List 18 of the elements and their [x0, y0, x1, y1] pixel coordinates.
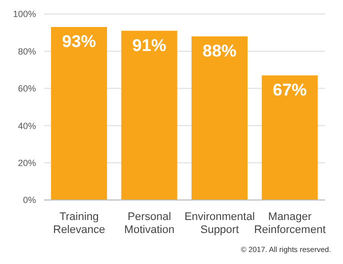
bar: [262, 75, 318, 200]
y-tick-label: 80%: [18, 46, 36, 56]
x-tick-label: Manager Reinforcement: [254, 211, 326, 236]
bar: [192, 36, 248, 200]
y-tick-label: 0%: [22, 195, 36, 206]
x-tick-label: Training Relevance: [53, 211, 106, 236]
x-tick-label: Personal Motivation: [124, 211, 174, 236]
y-tick-label: 60%: [18, 84, 36, 94]
data-label: 91%: [132, 36, 166, 55]
y-tick-label: 40%: [18, 120, 36, 131]
data-label: 67%: [272, 80, 307, 100]
x-tick-label: Environmental Support: [184, 211, 255, 236]
bar: [121, 30, 178, 200]
y-tick-label: 20%: [18, 158, 36, 168]
bar: [51, 27, 108, 200]
data-label: 93%: [62, 32, 96, 52]
y-tick-label: 100%: [12, 9, 36, 20]
data-label: 88%: [202, 41, 237, 60]
